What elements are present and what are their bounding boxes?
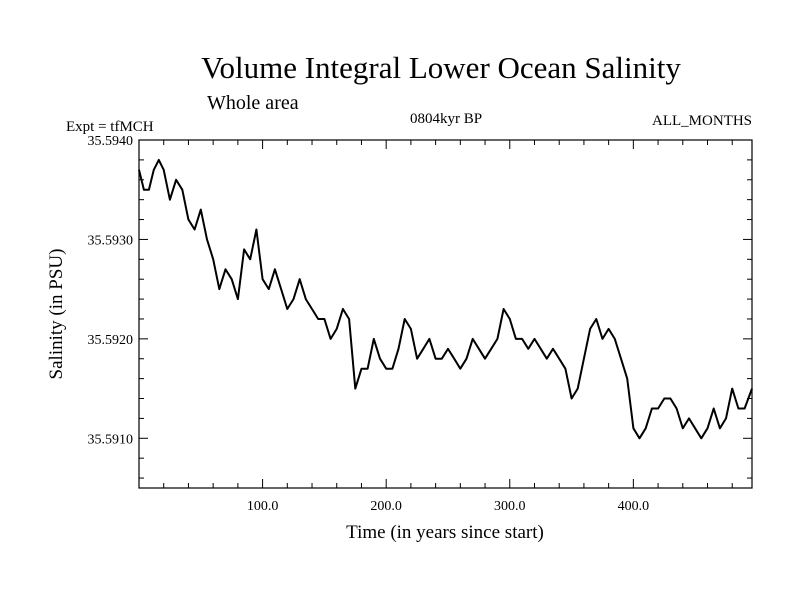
x-tick-label: 100.0 [247,499,279,514]
y-tick-label: 35.5930 [88,233,134,248]
y-tick-label: 35.5920 [88,333,134,348]
x-tick-label: 200.0 [370,499,402,514]
y-axis-label: Salinity (in PSU) [46,249,67,380]
experiment-label: Expt = tfMCH [66,119,154,135]
plot-frame [138,139,753,489]
x-tick-label: 400.0 [618,499,650,514]
period-label: 0804kyr BP [410,111,482,127]
x-tick-label: 300.0 [494,499,526,514]
salinity-series-line [138,158,753,440]
tick-labels: 100.0 200.0 300.0 400.0 35.5910 35.5920 35.593… [88,134,650,514]
months-label: ALL_MONTHS [652,113,752,129]
axis-ticks [139,139,752,488]
x-axis-label: Time (in years since start) [346,522,544,543]
y-tick-label: 35.5910 [88,432,134,447]
chart-title: Volume Integral Lower Ocean Salinity [201,50,681,85]
region-label: Whole area [207,92,299,114]
y-tick-label: 35.5940 [88,134,134,149]
